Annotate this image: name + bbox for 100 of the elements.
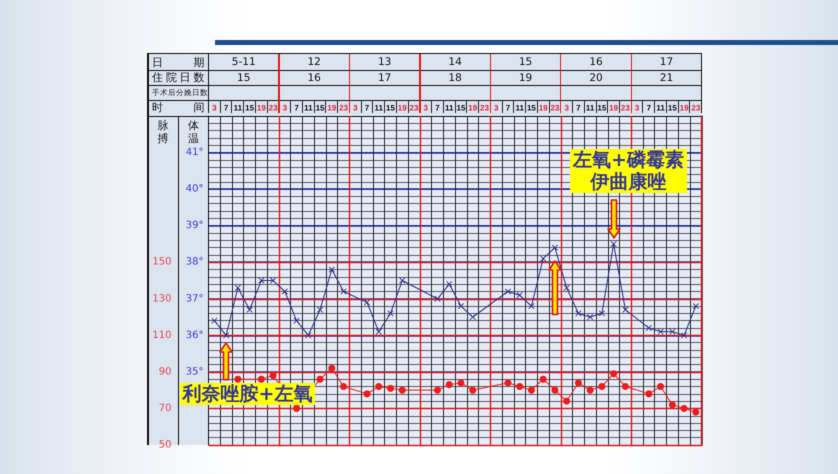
point — [692, 408, 700, 416]
x-tick-label: 23 — [691, 104, 701, 112]
y-tick-label: 35° — [186, 366, 204, 378]
x-tick-label: 11 — [374, 104, 384, 112]
y-tick-label: 40° — [186, 184, 204, 195]
point — [657, 383, 664, 390]
point — [658, 328, 664, 335]
point — [388, 310, 394, 316]
y-tick-label: 38° — [186, 256, 204, 268]
point — [387, 384, 394, 392]
y2-tick-label: 150 — [152, 256, 172, 268]
point — [469, 386, 476, 394]
y2-tick-label: 90 — [158, 366, 172, 378]
point — [622, 383, 629, 390]
x-tick-label: 23 — [620, 104, 630, 112]
y-tick-label: 41° — [186, 147, 204, 158]
point — [223, 332, 230, 338]
x-tick-label: 3 — [634, 104, 640, 112]
point — [669, 328, 676, 335]
x-tick-label: 3 — [212, 104, 218, 112]
point — [681, 332, 688, 338]
text: 5-11 — [230, 55, 257, 70]
point — [587, 314, 594, 320]
point — [446, 381, 453, 388]
point — [234, 284, 241, 291]
x-tick-label: 19 — [468, 104, 478, 112]
text: 16 — [588, 55, 604, 70]
x-tick-label: 3 — [424, 104, 429, 112]
x-tick-label: 15 — [316, 104, 326, 112]
x-tick-label: 7 — [646, 104, 652, 112]
point — [434, 386, 441, 394]
point — [457, 379, 464, 386]
annotation: 伊曲康唑 — [589, 171, 668, 193]
point — [375, 383, 382, 390]
y2-tick-label: 110 — [152, 330, 172, 341]
x-tick-label: 3 — [564, 104, 570, 112]
x-tick-label: 7 — [294, 104, 300, 112]
point — [586, 386, 594, 394]
point — [610, 240, 617, 247]
point — [574, 379, 582, 386]
x-tick-label: 15 — [386, 104, 396, 112]
x-tick-label: 23 — [410, 104, 419, 112]
x-tick-label: 15 — [526, 104, 536, 112]
point — [316, 376, 324, 383]
point — [668, 401, 676, 408]
point — [598, 383, 606, 390]
point — [340, 383, 348, 390]
y-tick-label: 36° — [186, 330, 204, 341]
text: 12 — [306, 55, 322, 70]
x-tick-label: 19 — [398, 104, 408, 112]
point — [270, 278, 276, 284]
x-tick-label: 11 — [304, 104, 314, 112]
point — [692, 303, 699, 310]
point — [270, 372, 277, 380]
x-tick-label: 3 — [282, 104, 288, 112]
point — [376, 328, 382, 335]
point — [446, 281, 452, 288]
y2-tick-label: 50 — [158, 440, 172, 450]
x-tick-label: 11 — [586, 104, 595, 112]
point — [458, 303, 464, 310]
x-tick-label: 15 — [668, 104, 678, 112]
x-tick-label: 23 — [339, 104, 349, 112]
point — [552, 244, 558, 251]
x-tick-label: 7 — [506, 104, 511, 112]
point — [645, 390, 652, 398]
text: 20 — [588, 70, 604, 85]
point — [211, 318, 218, 324]
point — [340, 288, 347, 294]
point — [293, 404, 300, 412]
point — [563, 398, 570, 405]
text: 17 — [658, 55, 674, 70]
y-tick-label: 39° — [186, 220, 204, 232]
point — [528, 303, 534, 310]
x-tick-label: 23 — [550, 104, 560, 112]
text: 日期 — [152, 54, 204, 70]
x-tick-label: 19 — [609, 104, 619, 112]
point — [680, 404, 688, 412]
point — [540, 376, 547, 383]
point — [504, 288, 511, 294]
point — [364, 390, 371, 398]
point — [364, 299, 370, 306]
x-tick-label: 11 — [444, 104, 454, 112]
annotation: 左氧+磷霉素 — [573, 149, 684, 171]
point — [328, 364, 336, 372]
point — [234, 376, 242, 383]
text: 住院日数 — [152, 70, 204, 85]
x-tick-label: 23 — [480, 104, 490, 112]
x-tick-label: 23 — [268, 104, 278, 112]
text: 21 — [658, 70, 674, 85]
point — [564, 284, 570, 291]
point — [305, 332, 312, 338]
point — [598, 310, 605, 316]
point — [258, 376, 265, 383]
y-axis-title: 体温 — [187, 119, 200, 147]
text: 16 — [306, 70, 322, 85]
x-tick-label: 3 — [494, 104, 499, 112]
point — [610, 370, 618, 378]
point — [528, 386, 535, 394]
x-tick-label: 7 — [224, 104, 229, 112]
point — [504, 379, 512, 386]
